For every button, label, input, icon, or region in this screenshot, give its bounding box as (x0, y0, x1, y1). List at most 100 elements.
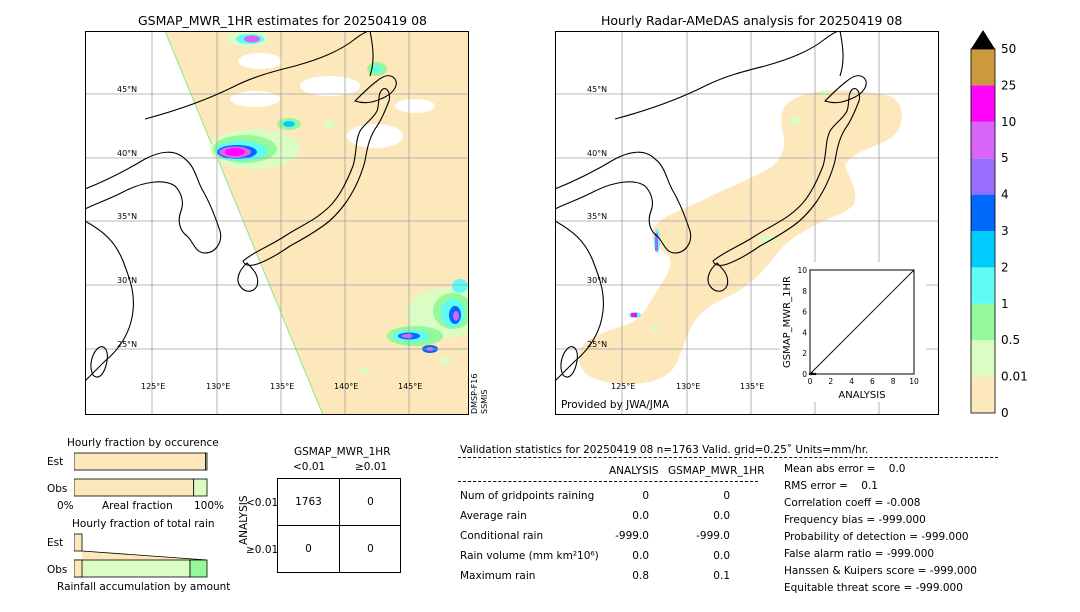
left-lat-35: 35°N (117, 212, 137, 221)
validation-row-label: Conditional rain (460, 530, 544, 542)
inset-xtick: 10 (909, 377, 919, 386)
colorbar-label: 50 (1001, 42, 1016, 56)
left-lat-30: 30°N (117, 276, 137, 285)
colorbar-segment (971, 121, 995, 159)
validation-row-label: Rain volume (mm km²10⁶) (460, 550, 599, 562)
validation-row-analysis: 0.8 (632, 570, 649, 582)
colorbar-segment (971, 85, 995, 122)
inset-xtick: 6 (870, 377, 875, 386)
colorbar-segment (971, 158, 995, 195)
left-map-title: GSMAP_MWR_1HR estimates for 20250419 08 (138, 13, 427, 28)
occurrence-bars (74, 452, 208, 497)
colorbar-segment (971, 194, 995, 231)
inset-scatter: 00 2 2 4 4 6 6 8 8 10 10 ANALYSIS GSMAP_MWR_1HR (782, 266, 919, 401)
right-coverage (579, 90, 903, 384)
total-bars (74, 533, 208, 578)
right-lat-35: 35°N (587, 212, 607, 221)
validation-score: Correlation coeff = -0.008 (784, 497, 921, 509)
validation-col-divider (458, 481, 758, 482)
inset-xlabel: ANALYSIS (838, 390, 885, 401)
validation-row-analysis: 0 (642, 490, 649, 502)
colorbar-label: 0.5 (1001, 333, 1020, 347)
occurrence-bar-obs (193, 478, 208, 497)
colorbar-label: 3 (1001, 224, 1009, 238)
validation-row-gsmap: -999.0 (696, 530, 730, 542)
colorbar-segment (971, 267, 995, 304)
inset-xtick: 2 (828, 377, 833, 386)
right-lat-30: 30°N (587, 276, 607, 285)
left-coast-china (85, 220, 134, 382)
contingency-cell-hit: 1763 (295, 496, 322, 508)
colorbar-segment (971, 303, 995, 341)
inset-ytick: 6 (802, 308, 807, 317)
right-lat-25: 25°N (587, 340, 607, 349)
validation-col-analysis: ANALYSIS (609, 465, 659, 477)
occurrence-est-label: Est (47, 456, 64, 468)
occurrence-axis-right: 100% (194, 500, 225, 512)
validation-row-label: Maximum rain (460, 570, 536, 582)
right-map-title: Hourly Radar-AMeDAS analysis for 2025041… (601, 13, 903, 28)
left-lon-130: 130°E (206, 382, 230, 391)
inset-xtick: 4 (849, 377, 854, 386)
validation-score: Probability of detection = -999.000 (784, 531, 969, 543)
left-lat-25: 25°N (117, 340, 137, 349)
inset-ytick: 2 (802, 349, 807, 358)
validation-divider (458, 457, 998, 458)
validation-row-analysis: -999.0 (615, 530, 649, 542)
total-obs-label: Obs (47, 564, 68, 576)
colorbar-label: 0 (1001, 406, 1009, 420)
left-lon-135: 135°E (270, 382, 294, 391)
left-coast-japan (242, 88, 391, 266)
inset-ytick: 4 (802, 328, 807, 337)
right-coast-russia (614, 31, 841, 120)
right-lon-135: 135°E (740, 382, 764, 391)
left-lon-125: 125°E (141, 382, 165, 391)
right-lon-130: 130°E (676, 382, 700, 391)
occurrence-bar-obs (74, 478, 195, 497)
left-lon-145: 145°E (398, 382, 422, 391)
validation-row-analysis: 0.0 (632, 550, 649, 562)
inset-xtick: 0 (808, 377, 813, 386)
validation-row-gsmap: 0 (723, 490, 730, 502)
left-lat-40: 40°N (117, 149, 137, 158)
occurrence-title: Hourly fraction by occurence (67, 437, 219, 449)
validation-row-gsmap: 0.1 (713, 570, 730, 582)
occurrence-obs-label: Obs (47, 483, 68, 495)
satellite-note-2: SSMIS (480, 389, 489, 415)
inset-point (811, 372, 815, 376)
validation-score: Hanssen & Kuipers score = -999.000 (784, 565, 977, 577)
left-coast-kyushu (237, 262, 259, 292)
occurrence-bar-est (74, 452, 207, 471)
validation-score: Equitable threat score = -999.000 (784, 582, 963, 594)
left-coast-russia (144, 31, 371, 120)
colorbar-label: 4 (1001, 188, 1009, 202)
colorbar-label: 0.01 (1001, 370, 1028, 384)
contingency-title: GSMAP_MWR_1HR (294, 446, 391, 458)
colorbar-segment (971, 49, 995, 86)
right-coast-hokkaido (823, 75, 867, 104)
contingency-col-ge: ≥0.01 (355, 461, 388, 473)
contingency-cell-miss: 0 (305, 543, 312, 555)
validation-row-gsmap: 0.0 (713, 510, 730, 522)
right-coast-taiwan (560, 346, 578, 378)
right-coast-kyushu (707, 262, 729, 292)
colorbar: 0 0.01 0.5 1 2 3 4 5 10 25 50 (970, 30, 1028, 420)
inset-ytick: 10 (797, 266, 807, 275)
left-lon-140: 140°E (334, 382, 358, 391)
contingency-grid: 1763 0 0 0 (277, 478, 401, 573)
right-lat-45: 45°N (587, 85, 607, 94)
validation-row-label: Average rain (460, 510, 527, 522)
validation-header: Validation statistics for 20250419 08 n=… (460, 444, 869, 456)
right-lat-40: 40°N (587, 149, 607, 158)
inset-ytick: 0 (802, 370, 807, 379)
right-coast-japan (712, 88, 861, 266)
left-map: 45°N 40°N 35°N 30°N 25°N 125°E 130°E 135… (85, 31, 469, 415)
inset-xtick: 8 (891, 377, 896, 386)
right-coast-china (555, 220, 604, 382)
provider-note: Provided by JWA/JMA (561, 399, 670, 411)
colorbar-segment (971, 231, 995, 268)
validation-row-gsmap: 0.0 (713, 550, 730, 562)
inset-ytick: 8 (802, 287, 807, 296)
contingency-col-lt: <0.01 (293, 461, 326, 473)
occurrence-axis-left: 0% (57, 500, 74, 512)
